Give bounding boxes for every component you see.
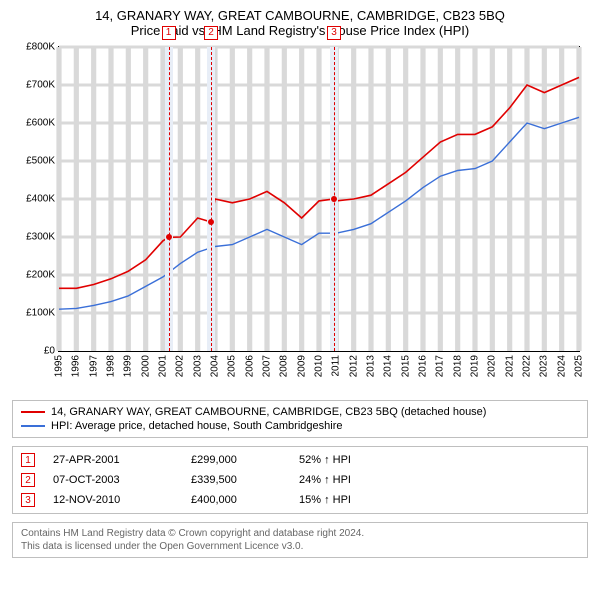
y-tick-label: £100K <box>26 308 55 319</box>
event-point <box>208 219 214 225</box>
event-row: 1 27-APR-2001 £299,000 52% ↑ HPI <box>21 453 579 467</box>
legend-item: HPI: Average price, detached house, Sout… <box>21 419 579 433</box>
x-tick-label: 2001 <box>158 355 169 377</box>
x-tick-label: 2010 <box>314 355 325 377</box>
y-tick-label: £700K <box>26 80 55 91</box>
chart-subtitle: Price paid vs. HM Land Registry's House … <box>0 23 600 42</box>
event-point <box>331 196 337 202</box>
x-tick-label: 2004 <box>210 355 221 377</box>
x-tick-label: 2020 <box>487 355 498 377</box>
events-table: 1 27-APR-2001 £299,000 52% ↑ HPI 2 07-OCT-200… <box>12 446 588 514</box>
y-tick-label: £800K <box>26 42 55 53</box>
x-tick-label: 2023 <box>539 355 550 377</box>
x-tick-label: 2017 <box>435 355 446 377</box>
x-tick-label: 2005 <box>227 355 238 377</box>
y-tick-label: £200K <box>26 270 55 281</box>
plot-svg <box>59 47 579 351</box>
x-tick-label: 2013 <box>366 355 377 377</box>
x-tick-label: 1997 <box>88 355 99 377</box>
x-tick-label: 2022 <box>522 355 533 377</box>
x-tick-label: 2003 <box>192 355 203 377</box>
x-tick-label: 2012 <box>348 355 359 377</box>
x-tick-label: 2000 <box>140 355 151 377</box>
x-tick-label: 2018 <box>452 355 463 377</box>
x-tick-label: 2007 <box>262 355 273 377</box>
x-tick-label: 1999 <box>123 355 134 377</box>
x-tick-label: 2019 <box>470 355 481 377</box>
event-price: £339,500 <box>191 474 281 486</box>
x-tick-label: 2002 <box>175 355 186 377</box>
chart-container: 14, GRANARY WAY, GREAT CAMBOURNE, CAMBRI… <box>0 0 600 558</box>
x-tick-label: 2015 <box>400 355 411 377</box>
x-tick-label: 2008 <box>279 355 290 377</box>
x-tick-label: 2014 <box>383 355 394 377</box>
x-tick-label: 1995 <box>54 355 65 377</box>
event-marker: 2 <box>204 26 218 40</box>
attribution-line: Contains HM Land Registry data © Crown c… <box>21 527 579 540</box>
legend-swatch <box>21 425 45 427</box>
event-delta: 15% ↑ HPI <box>299 494 351 506</box>
x-tick-label: 1996 <box>71 355 82 377</box>
event-delta: 24% ↑ HPI <box>299 474 351 486</box>
event-date: 27-APR-2001 <box>53 454 173 466</box>
x-tick-label: 2024 <box>556 355 567 377</box>
event-marker: 3 <box>21 493 35 507</box>
attribution-line: This data is licensed under the Open Gov… <box>21 540 579 553</box>
chart-title: 14, GRANARY WAY, GREAT CAMBOURNE, CAMBRI… <box>0 0 600 23</box>
legend-item: 14, GRANARY WAY, GREAT CAMBOURNE, CAMBRI… <box>21 405 579 419</box>
x-tick-label: 2016 <box>418 355 429 377</box>
event-price: £400,000 <box>191 494 281 506</box>
event-marker: 3 <box>327 26 341 40</box>
event-marker: 1 <box>162 26 176 40</box>
attribution: Contains HM Land Registry data © Crown c… <box>12 522 588 558</box>
legend: 14, GRANARY WAY, GREAT CAMBOURNE, CAMBRI… <box>12 400 588 438</box>
event-price: £299,000 <box>191 454 281 466</box>
event-date: 12-NOV-2010 <box>53 494 173 506</box>
plot-area-outer: £0£100K£200K£300K£400K£500K£600K£700K£80… <box>10 42 590 392</box>
x-tick-label: 1998 <box>106 355 117 377</box>
event-date: 07-OCT-2003 <box>53 474 173 486</box>
event-dashed-line <box>211 47 212 351</box>
legend-label: HPI: Average price, detached house, Sout… <box>51 420 342 432</box>
x-tick-label: 2009 <box>296 355 307 377</box>
x-tick-label: 2021 <box>504 355 515 377</box>
event-marker: 2 <box>21 473 35 487</box>
x-tick-label: 2025 <box>574 355 585 377</box>
y-tick-label: £500K <box>26 156 55 167</box>
legend-swatch <box>21 411 45 413</box>
y-tick-label: £400K <box>26 194 55 205</box>
event-row: 3 12-NOV-2010 £400,000 15% ↑ HPI <box>21 493 579 507</box>
event-dashed-line <box>169 47 170 351</box>
y-tick-label: £600K <box>26 118 55 129</box>
y-tick-label: £300K <box>26 232 55 243</box>
event-point <box>166 234 172 240</box>
x-tick-label: 2006 <box>244 355 255 377</box>
event-row: 2 07-OCT-2003 £339,500 24% ↑ HPI <box>21 473 579 487</box>
event-marker: 1 <box>21 453 35 467</box>
plot-area: £0£100K£200K£300K£400K£500K£600K£700K£80… <box>58 46 580 352</box>
event-delta: 52% ↑ HPI <box>299 454 351 466</box>
x-tick-label: 2011 <box>331 355 342 377</box>
legend-label: 14, GRANARY WAY, GREAT CAMBOURNE, CAMBRI… <box>51 406 486 418</box>
